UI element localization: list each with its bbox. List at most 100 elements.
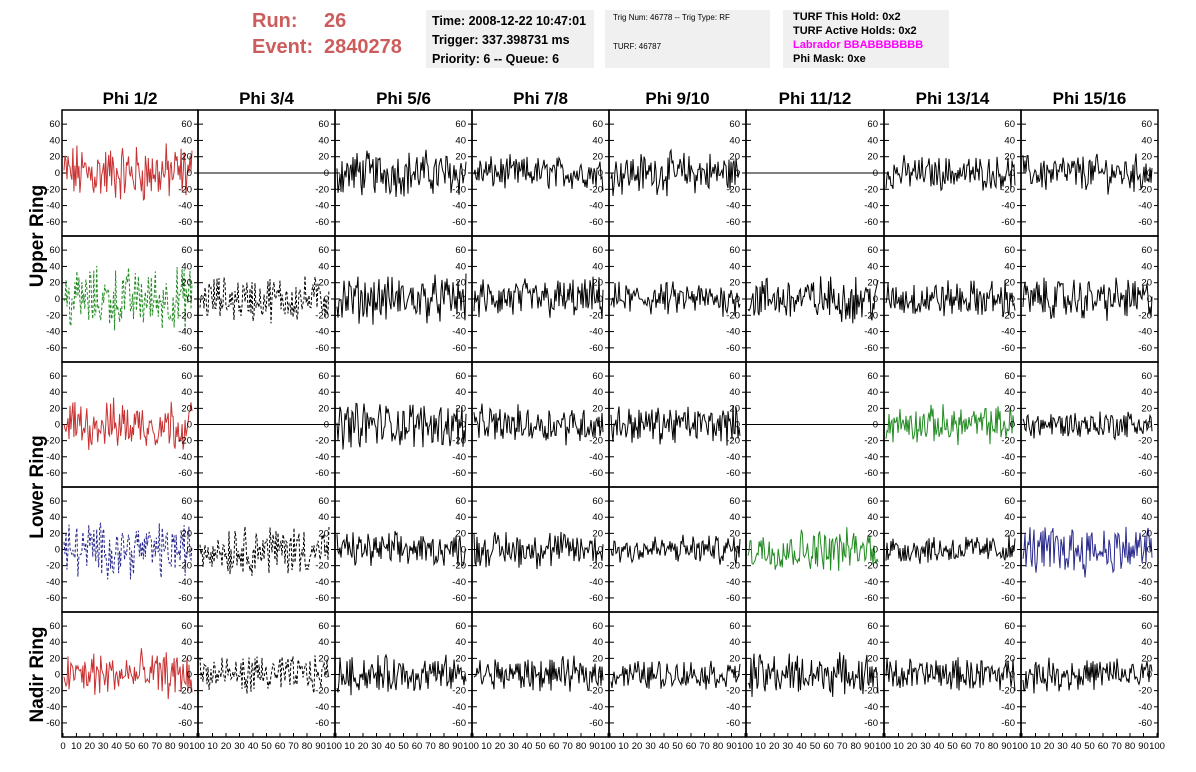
y-tick-label-right: 20 <box>729 528 740 539</box>
y-tick-label-right: 0 <box>461 168 466 179</box>
y-tick-label: 40 <box>49 261 60 272</box>
y-tick-label-right: 40 <box>1004 387 1015 398</box>
priority-text: Priority: 6 -- Queue: 6 <box>432 52 560 66</box>
y-tick-label-right: 40 <box>1141 387 1152 398</box>
y-tick-label-right: -60 <box>589 468 603 479</box>
waveform-trace <box>747 527 879 572</box>
y-tick-label-right: -40 <box>178 327 192 338</box>
y-tick-label-right: 20 <box>181 653 192 664</box>
y-tick-label-right: -40 <box>1001 702 1015 713</box>
y-tick-label-right: 20 <box>1141 528 1152 539</box>
y-tick-label-right: -20 <box>315 184 329 195</box>
y-tick-label-right: -40 <box>589 577 603 588</box>
y-tick-label-right: 60 <box>592 496 603 507</box>
waveform-trace <box>336 653 467 696</box>
x-tick-label: 40 <box>796 741 807 752</box>
y-tick-label-right: 20 <box>729 653 740 664</box>
turf-text: TURF: 46787 <box>613 42 662 51</box>
y-tick-label-right: 40 <box>455 387 466 398</box>
waveform-trace <box>473 655 604 692</box>
y-tick-label-right: 0 <box>873 670 878 681</box>
y-tick-label-right: -20 <box>178 686 192 697</box>
y-tick-label-right: -40 <box>1138 577 1152 588</box>
x-tick-label: 70 <box>837 741 848 752</box>
y-tick-label-right: 60 <box>318 621 329 632</box>
waveform-trace <box>885 534 1016 564</box>
x-tick-label: 80 <box>988 741 999 752</box>
y-tick-label-right: -40 <box>1001 201 1015 212</box>
y-tick-label-right: -20 <box>864 436 878 447</box>
x-tick-label: 0 <box>60 741 65 752</box>
waveform-trace <box>1022 153 1153 195</box>
x-tick-label: 40 <box>385 741 396 752</box>
x-tick-label: 50 <box>398 741 409 752</box>
y-tick-label-right: 60 <box>455 621 466 632</box>
x-tick-label: 100 <box>189 741 205 752</box>
y-tick-label-right: 40 <box>1141 261 1152 272</box>
y-tick-label-right: -40 <box>452 702 466 713</box>
y-tick-label-right: 20 <box>455 152 466 163</box>
y-tick-label-right: 20 <box>729 278 740 289</box>
y-tick-label-right: -40 <box>452 452 466 463</box>
x-tick-label: 10 <box>755 741 766 752</box>
waveform-trace <box>885 404 1016 446</box>
y-tick-label-right: 40 <box>318 637 329 648</box>
waveform-trace <box>199 526 330 576</box>
y-tick-label-right: -20 <box>315 436 329 447</box>
waveform-trace <box>1022 526 1153 578</box>
y-tick-label-right: 0 <box>324 168 329 179</box>
y-tick-label-right: 40 <box>318 261 329 272</box>
x-tick-label: 40 <box>659 741 670 752</box>
column-title: Phi 3/4 <box>239 89 294 108</box>
y-tick-label-right: 20 <box>867 152 878 163</box>
y-tick-label-right: -40 <box>1138 201 1152 212</box>
y-tick-label-right: 20 <box>867 278 878 289</box>
y-tick-label-right: 20 <box>181 403 192 414</box>
column-title: Phi 7/8 <box>513 89 568 108</box>
y-tick-label-right: 40 <box>455 637 466 648</box>
column-title: Phi 11/12 <box>779 89 852 108</box>
x-tick-label: 60 <box>412 741 423 752</box>
x-tick-label: 20 <box>907 741 918 752</box>
x-tick-label: 40 <box>248 741 259 752</box>
y-tick-label-right: 0 <box>735 545 740 556</box>
x-tick-label: 30 <box>1057 741 1068 752</box>
y-tick-label-right: 40 <box>1004 261 1015 272</box>
y-tick-label-right: 20 <box>1004 403 1015 414</box>
waveform-trace <box>610 405 741 446</box>
y-tick-label-right: 40 <box>455 135 466 146</box>
x-tick-label: 90 <box>589 741 600 752</box>
y-tick-label-right: 20 <box>592 653 603 664</box>
x-tick-label: 80 <box>851 741 862 752</box>
y-tick-label: -20 <box>46 686 60 697</box>
y-tick-label-right: -20 <box>1138 686 1152 697</box>
x-tick-label: 70 <box>152 741 163 752</box>
y-tick-label-right: 40 <box>318 512 329 523</box>
y-tick-label-right: -40 <box>726 452 740 463</box>
x-tick-label: 90 <box>452 741 463 752</box>
y-tick-label-right: -60 <box>864 343 878 354</box>
y-tick-label: 60 <box>49 245 60 256</box>
x-tick-label: 40 <box>111 741 122 752</box>
y-tick-label-right: -40 <box>315 452 329 463</box>
x-tick-label: 40 <box>1071 741 1082 752</box>
y-tick-label-right: 60 <box>867 496 878 507</box>
x-tick-label: 70 <box>288 741 299 752</box>
y-tick-label-right: -20 <box>726 561 740 572</box>
x-tick-label: 50 <box>125 741 136 752</box>
y-tick-label-right: -20 <box>589 561 603 572</box>
y-tick-label-right: 40 <box>318 135 329 146</box>
y-tick-label-right: 0 <box>873 168 878 179</box>
y-tick-label-right: 40 <box>867 135 878 146</box>
x-tick-label: 20 <box>358 741 369 752</box>
y-tick-label-right: -20 <box>178 184 192 195</box>
x-tick-label: 60 <box>275 741 286 752</box>
x-tick-label: 90 <box>178 741 189 752</box>
y-tick-label-right: -40 <box>452 201 466 212</box>
y-tick-label-right: -40 <box>315 577 329 588</box>
y-tick-label-right: 0 <box>735 670 740 681</box>
y-tick-label-right: 0 <box>461 670 466 681</box>
y-tick-label-right: 40 <box>729 261 740 272</box>
y-tick-label: 40 <box>49 637 60 648</box>
y-tick-label-right: 0 <box>598 294 603 305</box>
